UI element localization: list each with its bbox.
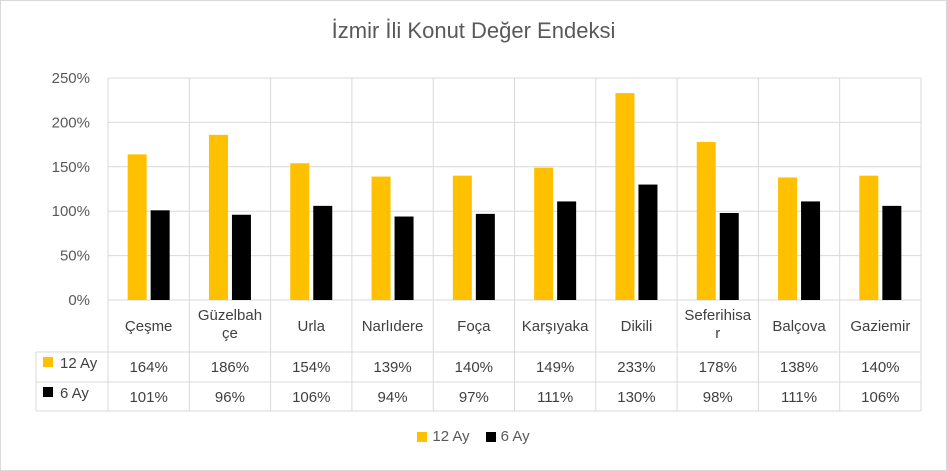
chart-title: İzmir İli Konut Değer Endeksi xyxy=(331,18,616,43)
bar-6-ay xyxy=(150,210,170,300)
bar-12-ay xyxy=(696,141,716,300)
table-cell-value: 186% xyxy=(211,359,249,376)
y-tick-label: 200% xyxy=(52,114,90,131)
bar-6-ay xyxy=(475,213,495,300)
legend-label-12-ay: 12 Ay xyxy=(432,428,470,445)
table-cell-value: 233% xyxy=(617,359,655,376)
legend-item-6-ay: 6 Ay xyxy=(485,428,530,445)
table-cell-value: 178% xyxy=(699,359,737,376)
table-cell-value: 101% xyxy=(129,389,167,406)
category-label: Foça xyxy=(457,318,491,335)
bar-6-ay xyxy=(231,214,251,300)
category-label: Seferihisa r xyxy=(684,307,751,342)
table-cell-value: 138% xyxy=(780,359,818,376)
table-cell-value: 154% xyxy=(292,359,330,376)
bar-12-ay xyxy=(127,154,147,300)
table-cell-value: 94% xyxy=(378,389,408,406)
legend-item-12-ay: 12 Ay xyxy=(417,428,470,445)
category-label: Güzelbah çe xyxy=(198,307,262,342)
table-cell-value: 106% xyxy=(292,389,330,406)
category-label: Narlıdere xyxy=(362,318,424,335)
category-label: Urla xyxy=(297,318,325,335)
bar-6-ay xyxy=(638,184,658,300)
bar-12-ay xyxy=(778,177,798,300)
table-cell-value: 130% xyxy=(617,389,655,406)
bar-6-ay xyxy=(882,205,902,300)
table-cell-value: 111% xyxy=(537,389,573,406)
table-row-swatch xyxy=(43,387,53,397)
bar-6-ay xyxy=(801,201,821,300)
bar-12-ay xyxy=(615,93,635,300)
bar-6-ay xyxy=(313,205,333,300)
bar-12-ay xyxy=(859,175,879,300)
category-label: Dikili xyxy=(621,318,653,335)
y-tick-label: 0% xyxy=(68,292,90,309)
table-row-label: 6 Ay xyxy=(60,385,89,402)
bar-12-ay xyxy=(534,167,554,300)
legend-swatch-6-ay xyxy=(485,431,496,442)
category-label: Gaziemir xyxy=(850,318,910,335)
y-tick-label: 150% xyxy=(52,159,90,176)
table-cell-value: 106% xyxy=(861,389,899,406)
table-cell-value: 140% xyxy=(455,359,493,376)
bar-12-ay xyxy=(208,134,228,300)
table-row-swatch xyxy=(43,357,53,367)
table-cell-value: 149% xyxy=(536,359,574,376)
bar-6-ay xyxy=(719,212,739,300)
legend-label-6-ay: 6 Ay xyxy=(500,428,530,445)
table-cell-value: 139% xyxy=(373,359,411,376)
bar-6-ay xyxy=(394,216,414,300)
bar-6-ay xyxy=(557,201,577,300)
table-cell-value: 111% xyxy=(781,389,817,406)
bar-12-ay xyxy=(452,175,472,300)
y-tick-label: 50% xyxy=(60,248,90,265)
y-tick-label: 100% xyxy=(52,203,90,220)
category-label: Karşıyaka xyxy=(522,318,589,335)
category-label: Balçova xyxy=(772,318,826,335)
table-cell-value: 164% xyxy=(129,359,167,376)
table-cell-value: 96% xyxy=(215,389,245,406)
chart-legend: 12 Ay 6 Ay xyxy=(0,428,947,445)
bar-12-ay xyxy=(371,176,391,300)
y-tick-label: 250% xyxy=(52,70,90,87)
table-row-label: 12 Ay xyxy=(60,355,98,372)
legend-swatch-12-ay xyxy=(417,431,428,442)
table-cell-value: 97% xyxy=(459,389,489,406)
category-label: Çeşme xyxy=(125,318,173,335)
bar-12-ay xyxy=(290,163,310,300)
table-cell-value: 140% xyxy=(861,359,899,376)
table-cell-value: 98% xyxy=(703,389,733,406)
